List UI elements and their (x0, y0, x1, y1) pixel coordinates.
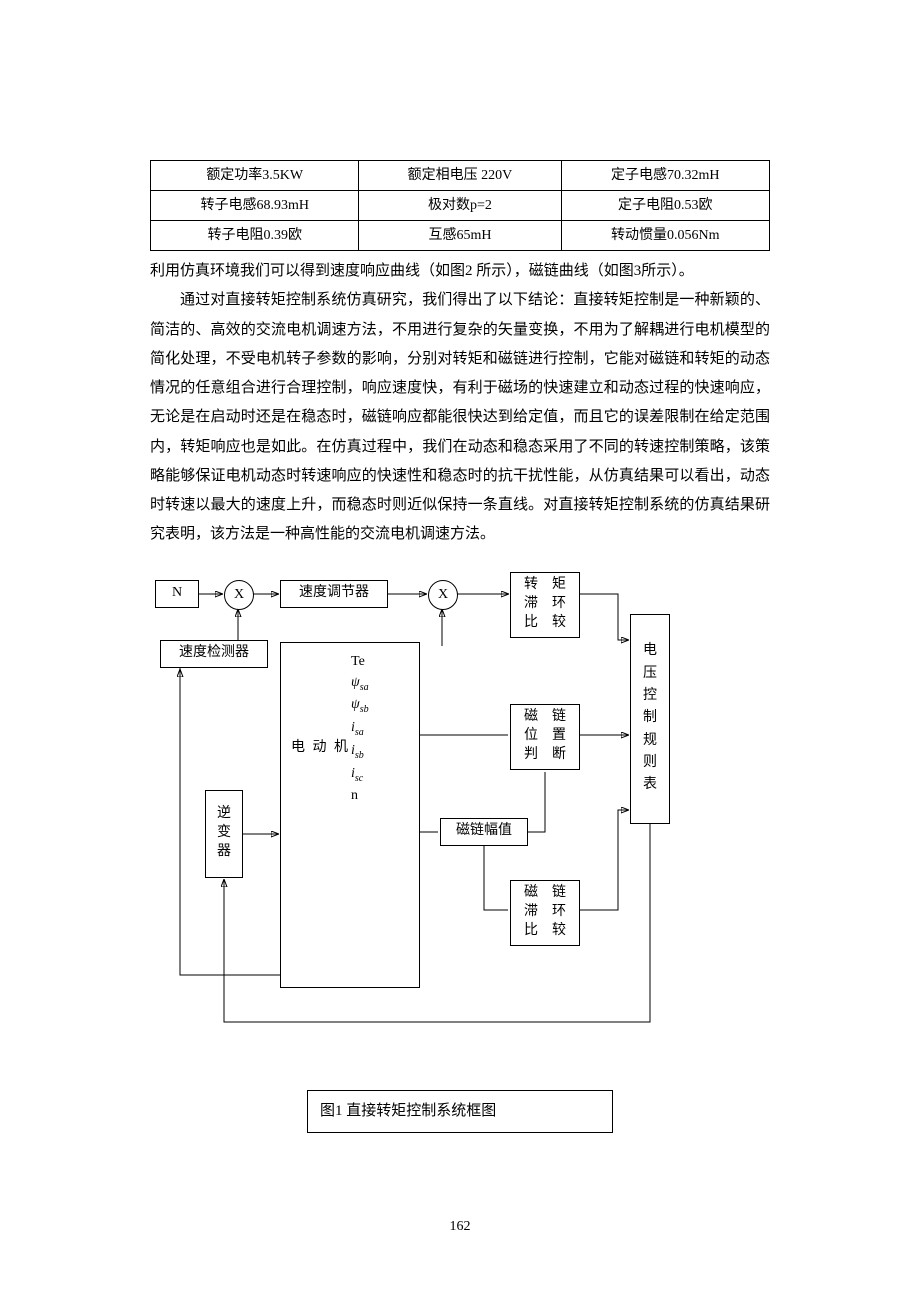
param-cell: 额定功率3.5KW (151, 161, 359, 191)
node-sum1: X (224, 580, 254, 610)
params-table: 额定功率3.5KW 额定相电压 220V 定子电感70.32mH 转子电感68.… (150, 160, 770, 251)
motor-label-text: 电 动 机 (291, 739, 350, 758)
node-speed-regulator: 速度调节器 (280, 580, 388, 608)
node-speed-detector: 速度检测器 (160, 640, 268, 668)
param-cell: 转动惯量0.056Nm (561, 221, 770, 251)
node-inverter: 逆 变 器 (205, 790, 243, 878)
sig-psi-sb: ψsb (351, 694, 369, 717)
page-number: 162 (150, 1213, 770, 1240)
node-flux-magnitude: 磁链幅值 (440, 818, 528, 846)
sig-te: Te (351, 651, 369, 672)
node-flux-position: 磁 链 位 置 判 断 (510, 704, 580, 770)
motor-signals: Te ψsa ψsb isa isb isc n (351, 651, 369, 807)
sig-psi-sa: ψsa (351, 672, 369, 695)
block-diagram: N X 速度调节器 X 转 矩 滞 环 比 较 速度检测器 逆 变 器 电 动 … (150, 580, 790, 1040)
table-row: 额定功率3.5KW 额定相电压 220V 定子电感70.32mH (151, 161, 770, 191)
param-cell: 定子电阻0.53欧 (561, 191, 770, 221)
sig-isc: isc (351, 763, 369, 786)
node-flux-compare: 磁 链 滞 环 比 较 (510, 880, 580, 946)
node-torque-compare: 转 矩 滞 环 比 较 (510, 572, 580, 638)
param-cell: 定子电感70.32mH (561, 161, 770, 191)
param-cell: 转子电感68.93mH (151, 191, 359, 221)
sig-isa: isa (351, 717, 369, 740)
paragraph-1: 利用仿真环境我们可以得到速度响应曲线（如图2 所示），磁链曲线（如图3所示）。 (150, 257, 770, 286)
motor-label: 电 动 机 (291, 653, 350, 758)
table-row: 转子电阻0.39欧 互感65mH 转动惯量0.056Nm (151, 221, 770, 251)
param-cell: 额定相电压 220V (359, 161, 561, 191)
page-root: 额定功率3.5KW 额定相电压 220V 定子电感70.32mH 转子电感68.… (0, 0, 920, 1300)
node-voltage-rules: 电 压 控 制 规 则 表 (630, 614, 670, 824)
sig-n: n (351, 785, 369, 806)
node-motor: 电 动 机 Te ψsa ψsb isa isb isc n (280, 642, 420, 988)
param-cell: 互感65mH (359, 221, 561, 251)
param-cell: 极对数p=2 (359, 191, 561, 221)
node-sum2: X (428, 580, 458, 610)
param-cell: 转子电阻0.39欧 (151, 221, 359, 251)
node-N: N (155, 580, 199, 608)
figure-caption: 图1 直接转矩控制系统框图 (307, 1090, 613, 1133)
sig-isb: isb (351, 740, 369, 763)
paragraph-2: 通过对直接转矩控制系统仿真研究，我们得出了以下结论：直接转矩控制是一种新颖的、简… (150, 286, 770, 549)
table-row: 转子电感68.93mH 极对数p=2 定子电阻0.53欧 (151, 191, 770, 221)
